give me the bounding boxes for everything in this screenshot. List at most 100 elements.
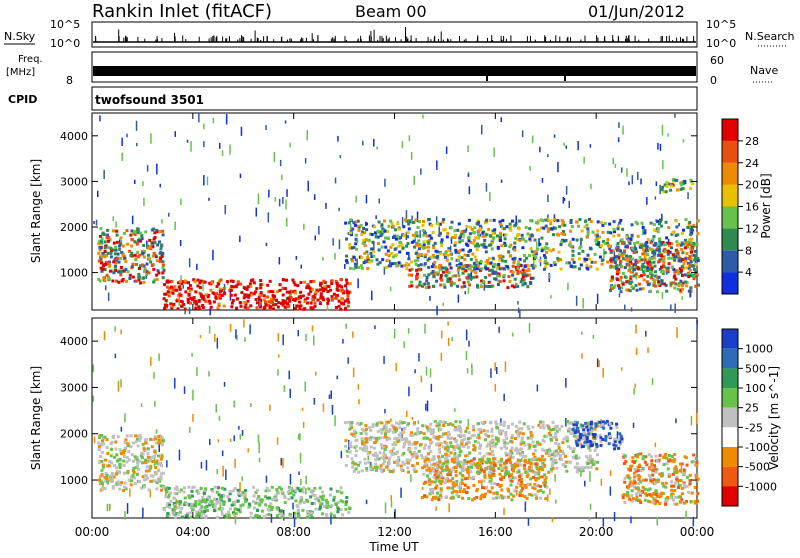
echo-cell	[692, 224, 695, 227]
echo-cell	[365, 449, 368, 452]
echo-cell	[599, 425, 602, 428]
echo-cell	[429, 488, 432, 491]
echo-cell	[624, 275, 627, 278]
echo-cell	[183, 486, 186, 489]
echo-cell	[487, 435, 490, 438]
echo-cell	[379, 451, 382, 454]
echo-cell	[532, 476, 535, 479]
echo-cell	[463, 434, 466, 437]
echo-cell	[344, 445, 347, 448]
echo-cell	[637, 478, 640, 481]
echo-cell	[297, 305, 300, 308]
echo-cell	[148, 488, 151, 491]
echo-cell	[244, 494, 247, 497]
echo-cell	[144, 268, 147, 271]
echo-cell	[247, 285, 250, 288]
echo-cell	[456, 455, 459, 458]
echo-cell	[456, 285, 459, 288]
echo-cell	[134, 482, 137, 485]
echo-cell	[168, 487, 171, 490]
echo-cell	[364, 424, 367, 427]
echo-cell	[638, 260, 641, 263]
scatter-echo	[503, 508, 505, 515]
echo-cell	[677, 288, 680, 291]
echo-cell	[110, 454, 113, 457]
echo-cell	[653, 228, 656, 231]
scatter-echo	[655, 196, 657, 199]
echo-cell	[194, 280, 197, 283]
scatter-echo	[425, 404, 427, 411]
echo-cell	[446, 449, 449, 452]
colorbar-tick-label: 12	[745, 222, 759, 235]
echo-cell	[501, 219, 504, 222]
echo-cell	[442, 271, 445, 274]
echo-cell	[380, 428, 383, 431]
echo-cell	[535, 497, 538, 500]
scatter-echo	[495, 384, 497, 392]
echo-cell	[341, 513, 344, 516]
echo-cell	[271, 486, 274, 489]
scatter-echo	[549, 274, 551, 279]
echo-cell	[676, 233, 679, 236]
echo-cell	[430, 256, 433, 259]
echo-cell	[477, 233, 480, 236]
echo-cell	[365, 445, 368, 448]
echo-cell	[130, 252, 133, 255]
scatter-echo	[655, 443, 657, 448]
echo-cell	[173, 497, 176, 500]
echo-cell	[636, 241, 639, 244]
echo-cell	[512, 271, 515, 274]
echo-cell	[108, 278, 111, 281]
echo-cell	[395, 253, 398, 256]
echo-cell	[472, 428, 475, 431]
echo-cell	[153, 241, 156, 244]
scatter-echo	[466, 330, 468, 341]
scatter-echo	[683, 139, 685, 143]
scatter-echo	[390, 287, 392, 291]
echo-cell	[117, 435, 120, 438]
echo-cell	[372, 255, 375, 258]
echo-cell	[468, 236, 471, 239]
scatter-echo	[206, 460, 208, 471]
echo-cell	[244, 287, 247, 290]
echo-cell	[550, 264, 553, 267]
scatter-echo	[179, 450, 181, 461]
scatter-echo	[103, 170, 105, 179]
freq-unit: [MHz]	[6, 67, 35, 78]
echo-cell	[520, 489, 523, 492]
echo-cell	[436, 442, 439, 445]
echo-cell	[578, 267, 581, 270]
echo-cell	[459, 465, 462, 468]
echo-cell	[540, 237, 543, 240]
echo-cell	[554, 442, 557, 445]
scatter-echo	[158, 354, 160, 362]
scatter-echo	[505, 361, 507, 372]
echo-cell	[575, 440, 578, 443]
echo-cell	[156, 460, 159, 463]
echo-cell	[163, 283, 166, 286]
echo-cell	[657, 243, 660, 246]
scatter-echo	[691, 416, 693, 426]
echo-cell	[552, 467, 555, 470]
echo-cell	[646, 280, 649, 283]
scatter-echo	[547, 154, 549, 157]
echo-cell	[501, 467, 504, 470]
echo-cell	[259, 306, 262, 309]
echo-cell	[405, 267, 408, 270]
echo-cell	[427, 242, 430, 245]
echo-cell	[629, 289, 632, 292]
echo-cell	[298, 295, 301, 298]
echo-cell	[106, 464, 109, 467]
echo-cell	[681, 232, 684, 235]
echo-cell	[532, 458, 535, 461]
echo-cell	[413, 246, 416, 249]
echo-cell	[119, 466, 122, 469]
echo-cell	[145, 470, 148, 473]
echo-cell	[103, 436, 106, 439]
echo-cell	[580, 264, 583, 267]
nsky-label: N.Sky	[4, 30, 36, 43]
echo-cell	[571, 225, 574, 228]
echo-cell	[678, 284, 681, 287]
scatter-echo	[613, 158, 615, 164]
scatter-echo	[550, 295, 552, 298]
